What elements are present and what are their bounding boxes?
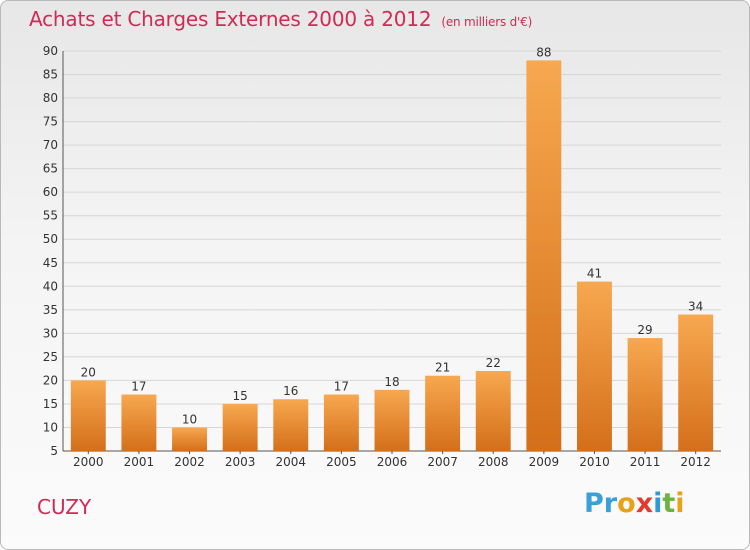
y-tick-label: 65 bbox=[43, 162, 58, 176]
bar-2005 bbox=[323, 394, 359, 451]
bars bbox=[70, 60, 714, 451]
x-tick-label: 2009 bbox=[529, 455, 560, 469]
y-tick-label: 85 bbox=[43, 68, 58, 82]
value-label: 16 bbox=[283, 384, 298, 398]
bar-2011 bbox=[627, 338, 663, 451]
x-tick-label: 2004 bbox=[275, 455, 306, 469]
value-label: 22 bbox=[486, 356, 501, 370]
value-label: 15 bbox=[233, 389, 248, 403]
y-tick-label: 70 bbox=[43, 138, 58, 152]
value-label: 10 bbox=[182, 412, 197, 426]
value-label: 20 bbox=[81, 365, 96, 379]
x-tick-label: 2006 bbox=[377, 455, 408, 469]
y-tick-label: 10 bbox=[43, 420, 58, 434]
x-tick-label: 2003 bbox=[225, 455, 256, 469]
bar-2002 bbox=[172, 427, 208, 451]
y-tick-label: 30 bbox=[43, 326, 58, 340]
bar-2003 bbox=[222, 403, 258, 451]
value-label: 88 bbox=[536, 45, 551, 59]
y-tick-label: 25 bbox=[43, 350, 58, 364]
y-tick-label: 75 bbox=[43, 115, 58, 129]
logo-letter: i bbox=[675, 488, 685, 519]
value-label: 41 bbox=[587, 267, 602, 281]
logo-letter: r bbox=[603, 488, 618, 519]
y-tick-label: 15 bbox=[43, 397, 58, 411]
y-tick-label: 60 bbox=[43, 185, 58, 199]
x-tick-label: 2007 bbox=[427, 455, 458, 469]
bar-2009 bbox=[526, 60, 562, 451]
logo-letter: o bbox=[617, 488, 636, 519]
bar-2006 bbox=[374, 389, 410, 451]
x-tick-label: 2012 bbox=[680, 455, 711, 469]
y-tick-label: 45 bbox=[43, 256, 58, 270]
y-tick-label: 80 bbox=[43, 91, 58, 105]
bar-2004 bbox=[273, 399, 309, 451]
logo-letter: P bbox=[584, 488, 604, 519]
value-label: 18 bbox=[384, 375, 399, 389]
y-tick-label: 40 bbox=[43, 279, 58, 293]
y-tick-label: 90 bbox=[43, 44, 58, 58]
bar-2008 bbox=[475, 371, 511, 451]
logo-letter: x bbox=[635, 488, 654, 519]
value-label: 29 bbox=[637, 323, 652, 337]
value-label: 17 bbox=[131, 380, 146, 394]
x-tick-label: 2001 bbox=[124, 455, 155, 469]
x-tick-label: 2008 bbox=[478, 455, 509, 469]
chart-title-text: Achats et Charges Externes 2000 à 2012 bbox=[29, 7, 432, 31]
proxiti-logo: Proxiti bbox=[584, 488, 685, 519]
bar-2000 bbox=[70, 380, 106, 451]
x-tick-label: 2002 bbox=[174, 455, 205, 469]
bar-2012 bbox=[678, 314, 714, 451]
x-tick-label: 2010 bbox=[579, 455, 610, 469]
logo-letter: i bbox=[653, 488, 663, 519]
chart-subtitle: (en milliers d'€) bbox=[441, 15, 533, 29]
x-tick-label: 2011 bbox=[630, 455, 661, 469]
commune-name: CUZY bbox=[37, 495, 92, 519]
chart-title: Achats et Charges Externes 2000 à 2012 (e… bbox=[29, 7, 532, 31]
x-tick-label: 2000 bbox=[73, 455, 104, 469]
x-tick-label: 2005 bbox=[326, 455, 357, 469]
bar-2007 bbox=[425, 375, 461, 451]
y-tick-label: 5 bbox=[50, 444, 58, 458]
value-label: 34 bbox=[688, 300, 703, 314]
y-tick-label: 20 bbox=[43, 373, 58, 387]
axes: 5 10 15 20 25 30 35 40 45 50 55 60 65 70 75 80 85 90 2000 2… bbox=[43, 44, 721, 469]
y-tick-label: 35 bbox=[43, 303, 58, 317]
logo-letter: t bbox=[662, 488, 676, 519]
bar-2001 bbox=[121, 394, 157, 451]
y-tick-label: 55 bbox=[43, 209, 58, 223]
value-label: 17 bbox=[334, 380, 349, 394]
value-labels: 20 17 10 15 16 17 18 21 22 88 41 29 34 bbox=[81, 45, 704, 426]
y-tick-label: 50 bbox=[43, 232, 58, 246]
value-label: 21 bbox=[435, 361, 450, 375]
bar-2010 bbox=[576, 281, 612, 451]
